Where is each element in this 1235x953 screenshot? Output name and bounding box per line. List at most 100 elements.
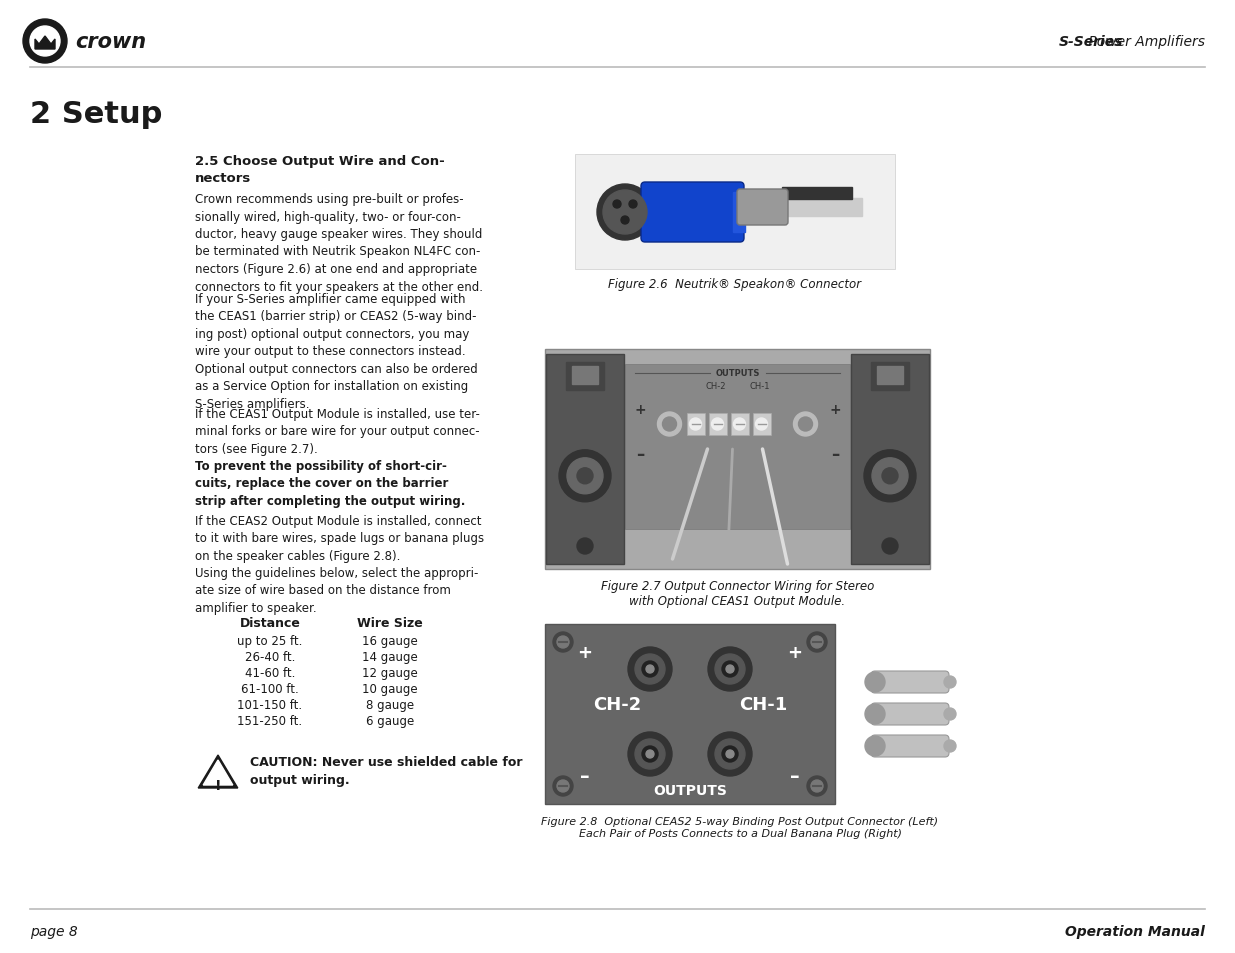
- Text: page 8: page 8: [30, 924, 78, 938]
- Text: If the CEAS2 Output Module is installed, connect
to it with bare wires, spade lu: If the CEAS2 Output Module is installed,…: [195, 515, 484, 562]
- Text: +: +: [788, 643, 803, 661]
- Circle shape: [662, 417, 677, 432]
- Text: Figure 2.8  Optional CEAS2 5-way Binding Post Output Connector (Left)
Each Pair : Figure 2.8 Optional CEAS2 5-way Binding …: [541, 816, 939, 838]
- Circle shape: [872, 458, 908, 495]
- Circle shape: [708, 647, 752, 691]
- Text: Using the guidelines below, select the appropri-
ate size of wire based on the d: Using the guidelines below, select the a…: [195, 566, 478, 615]
- Bar: [545, 350, 930, 569]
- Text: –: –: [831, 446, 839, 463]
- Text: up to 25 ft.: up to 25 ft.: [237, 635, 303, 647]
- Text: S-Series: S-Series: [1058, 35, 1123, 49]
- Text: Operation Manual: Operation Manual: [1065, 924, 1205, 938]
- Text: Wire Size: Wire Size: [357, 617, 422, 629]
- Circle shape: [882, 538, 898, 555]
- Circle shape: [944, 740, 956, 752]
- Circle shape: [864, 737, 885, 757]
- Circle shape: [726, 750, 734, 759]
- FancyBboxPatch shape: [641, 183, 743, 243]
- Polygon shape: [35, 37, 56, 50]
- Circle shape: [689, 418, 701, 431]
- Bar: [572, 367, 598, 385]
- Circle shape: [646, 750, 655, 759]
- Text: Crown recommends using pre-built or profes-
sionally wired, high-quality, two- o: Crown recommends using pre-built or prof…: [195, 193, 483, 294]
- Text: 101-150 ft.: 101-150 ft.: [237, 699, 303, 711]
- Text: CH-2: CH-2: [705, 382, 726, 391]
- Circle shape: [722, 746, 739, 762]
- Circle shape: [794, 413, 818, 436]
- Text: 151-250 ft.: 151-250 ft.: [237, 714, 303, 727]
- Bar: [782, 188, 852, 200]
- Text: To prevent the possibility of short-cir-
cuits, replace the cover on the barrier: To prevent the possibility of short-cir-…: [195, 459, 466, 507]
- Text: CAUTION: Never use shielded cable for
output wiring.: CAUTION: Never use shielded cable for ou…: [249, 755, 522, 786]
- Text: Power Amplifiers: Power Amplifiers: [1084, 35, 1205, 49]
- Text: –: –: [580, 767, 590, 785]
- Circle shape: [30, 27, 61, 57]
- Text: crown: crown: [75, 32, 146, 52]
- Circle shape: [944, 708, 956, 720]
- Circle shape: [559, 451, 611, 502]
- Circle shape: [864, 672, 885, 692]
- Circle shape: [603, 191, 647, 234]
- Circle shape: [557, 637, 569, 648]
- Text: 12 gauge: 12 gauge: [362, 666, 417, 679]
- Bar: [752, 414, 771, 436]
- Circle shape: [635, 655, 664, 684]
- Text: 8 gauge: 8 gauge: [366, 699, 414, 711]
- Text: CH-1: CH-1: [750, 382, 769, 391]
- Circle shape: [597, 185, 653, 241]
- Bar: [576, 154, 895, 270]
- Circle shape: [553, 776, 573, 796]
- Circle shape: [864, 451, 916, 502]
- FancyBboxPatch shape: [871, 735, 948, 758]
- Bar: [546, 355, 624, 564]
- FancyBboxPatch shape: [737, 190, 788, 226]
- Circle shape: [882, 468, 898, 484]
- Text: 2 Setup: 2 Setup: [30, 100, 162, 129]
- Circle shape: [613, 201, 621, 209]
- Text: !: !: [215, 779, 221, 792]
- Text: +: +: [635, 402, 646, 416]
- Circle shape: [806, 776, 827, 796]
- Text: CH-1: CH-1: [739, 696, 787, 713]
- Circle shape: [722, 661, 739, 678]
- Text: 16 gauge: 16 gauge: [362, 635, 417, 647]
- Circle shape: [799, 417, 813, 432]
- Text: If the CEAS1 Output Module is installed, use ter-
minal forks or bare wire for y: If the CEAS1 Output Module is installed,…: [195, 408, 480, 456]
- Polygon shape: [204, 760, 233, 785]
- Text: Figure 2.7 Output Connector Wiring for Stereo
with Optional CEAS1 Output Module.: Figure 2.7 Output Connector Wiring for S…: [600, 579, 874, 607]
- Circle shape: [629, 732, 672, 776]
- Text: 26-40 ft.: 26-40 ft.: [245, 650, 295, 663]
- Text: 41-60 ft.: 41-60 ft.: [245, 666, 295, 679]
- Polygon shape: [198, 755, 238, 788]
- Circle shape: [734, 418, 746, 431]
- Circle shape: [711, 418, 724, 431]
- Text: 6 gauge: 6 gauge: [366, 714, 414, 727]
- Circle shape: [657, 413, 682, 436]
- Text: 61-100 ft.: 61-100 ft.: [241, 682, 299, 696]
- Bar: [625, 365, 850, 530]
- Circle shape: [577, 538, 593, 555]
- Circle shape: [635, 740, 664, 769]
- Circle shape: [642, 746, 658, 762]
- Circle shape: [577, 468, 593, 484]
- Circle shape: [726, 665, 734, 673]
- Circle shape: [621, 216, 629, 225]
- Bar: [730, 414, 748, 436]
- Circle shape: [756, 418, 767, 431]
- Text: 14 gauge: 14 gauge: [362, 650, 417, 663]
- Text: CH-2: CH-2: [593, 696, 641, 713]
- Text: 10 gauge: 10 gauge: [362, 682, 417, 696]
- Circle shape: [557, 781, 569, 792]
- Circle shape: [23, 20, 67, 64]
- Circle shape: [715, 740, 745, 769]
- Text: Distance: Distance: [240, 617, 300, 629]
- Bar: [734, 193, 745, 233]
- Text: OUTPUTS: OUTPUTS: [653, 783, 727, 797]
- Circle shape: [806, 633, 827, 652]
- Circle shape: [567, 458, 603, 495]
- Text: –: –: [790, 767, 800, 785]
- Text: –: –: [636, 446, 645, 463]
- Bar: [871, 363, 909, 391]
- Bar: [566, 363, 604, 391]
- Text: OUTPUTS: OUTPUTS: [715, 369, 760, 378]
